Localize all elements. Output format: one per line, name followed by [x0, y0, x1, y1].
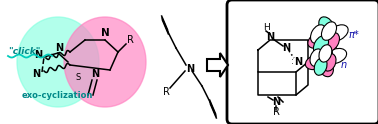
Ellipse shape — [313, 36, 328, 54]
Text: N: N — [186, 64, 194, 74]
Ellipse shape — [319, 17, 335, 37]
Text: R: R — [127, 35, 133, 45]
Text: S: S — [75, 74, 81, 82]
Text: N: N — [282, 43, 290, 53]
Ellipse shape — [319, 57, 333, 77]
Text: "click": "click" — [8, 47, 40, 57]
Ellipse shape — [328, 25, 348, 41]
Ellipse shape — [321, 22, 336, 40]
Ellipse shape — [319, 45, 332, 62]
Ellipse shape — [323, 54, 336, 71]
Text: N: N — [32, 69, 40, 79]
Ellipse shape — [17, 17, 99, 107]
FancyBboxPatch shape — [227, 0, 378, 124]
Text: R: R — [163, 87, 169, 97]
Text: N: N — [34, 50, 42, 60]
Ellipse shape — [324, 33, 339, 51]
Text: R: R — [273, 107, 279, 117]
Text: π*: π* — [348, 30, 359, 40]
Text: N: N — [266, 32, 274, 42]
Text: N: N — [55, 43, 63, 53]
Text: exo-cyclization: exo-cyclization — [22, 92, 93, 100]
Ellipse shape — [320, 35, 336, 55]
Text: n: n — [341, 60, 347, 70]
Ellipse shape — [310, 49, 323, 66]
Text: N: N — [272, 97, 280, 107]
Ellipse shape — [305, 54, 327, 70]
Text: N: N — [294, 57, 302, 67]
Text: N: N — [91, 69, 99, 79]
Ellipse shape — [318, 40, 332, 60]
Text: N: N — [101, 28, 109, 38]
Ellipse shape — [64, 17, 146, 107]
Polygon shape — [207, 53, 228, 77]
Ellipse shape — [314, 58, 327, 75]
Text: :: : — [291, 58, 293, 66]
Ellipse shape — [308, 32, 328, 48]
Ellipse shape — [325, 48, 347, 64]
Text: H: H — [263, 24, 270, 32]
Ellipse shape — [311, 25, 325, 43]
